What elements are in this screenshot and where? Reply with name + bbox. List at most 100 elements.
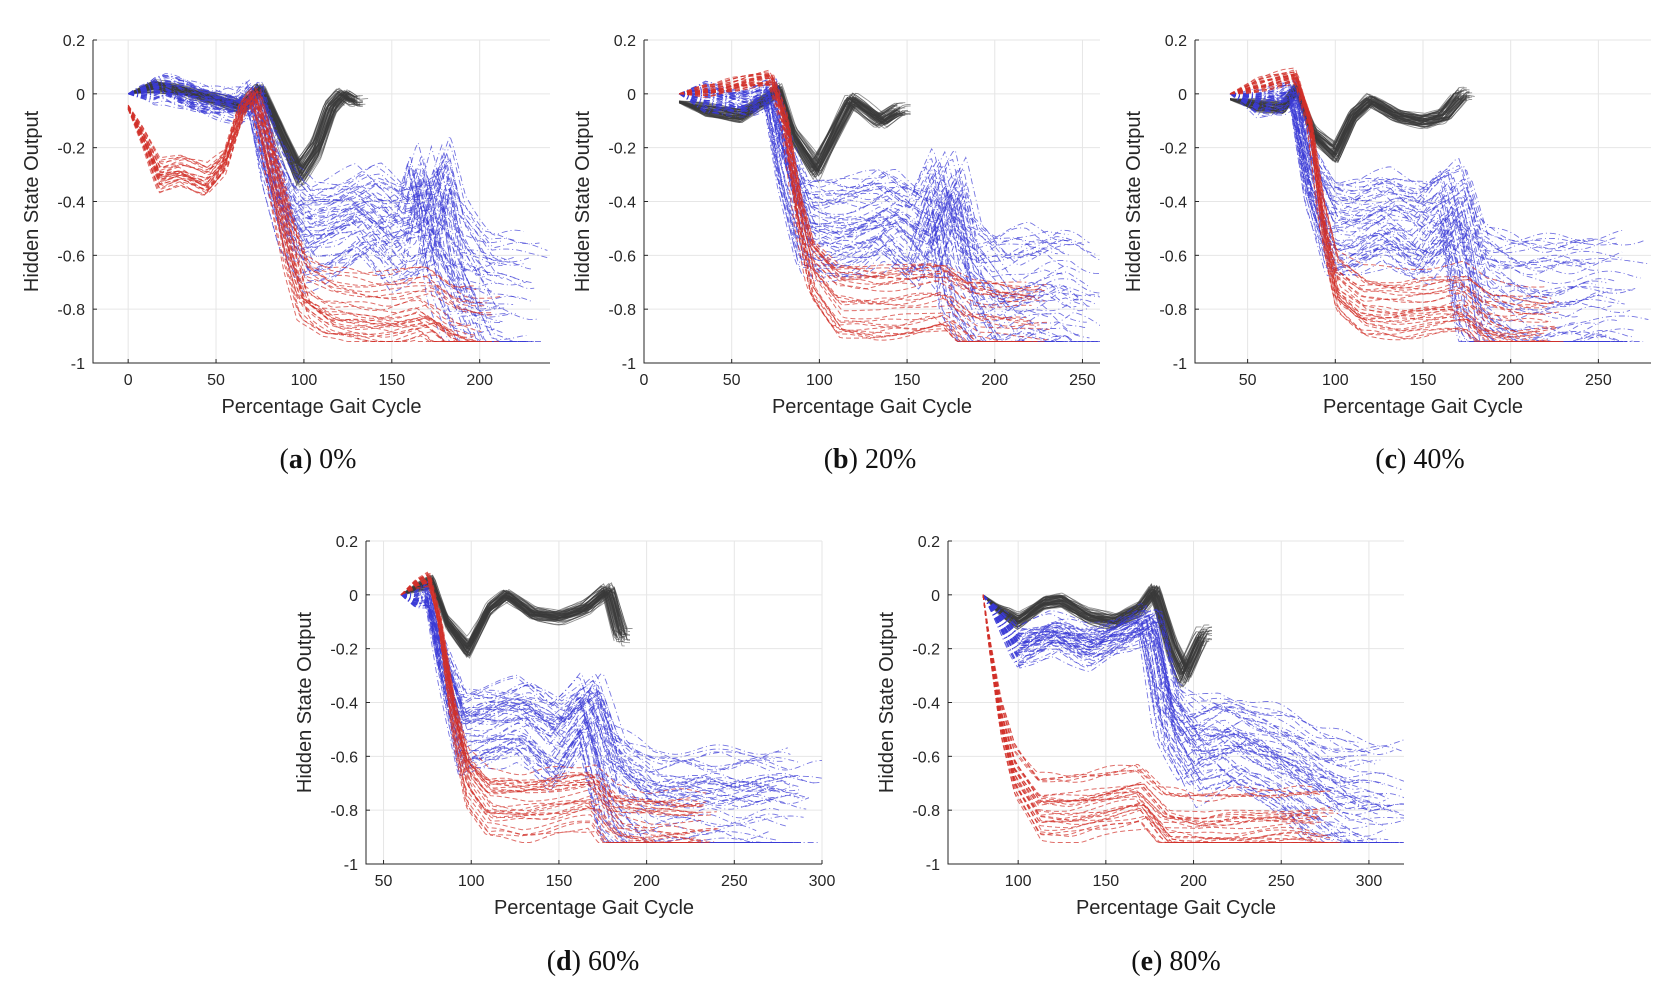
y-tick-label: -1 bbox=[622, 356, 636, 373]
x-tick-label: 200 bbox=[1497, 372, 1524, 389]
series-line-blue bbox=[401, 582, 775, 759]
series-line-blue bbox=[1229, 93, 1607, 296]
series-line-blue bbox=[982, 594, 1347, 781]
series-line-red bbox=[982, 594, 1318, 828]
series-line-red bbox=[127, 87, 492, 342]
series-line-blue bbox=[400, 594, 788, 755]
y-tick-label: 0.2 bbox=[336, 534, 358, 551]
series-line-blue bbox=[982, 594, 1386, 753]
series-line-blue bbox=[400, 594, 809, 805]
series-line-red bbox=[400, 577, 699, 814]
series-line-blue bbox=[1229, 93, 1588, 254]
series-line-blue bbox=[679, 86, 1079, 342]
series-line-blue bbox=[128, 91, 487, 278]
series-line-blue bbox=[982, 594, 1347, 837]
series-line-blue bbox=[678, 93, 1074, 342]
series-line-blue bbox=[1229, 93, 1599, 342]
x-tick-label: 200 bbox=[466, 372, 493, 389]
series-line-blue bbox=[1230, 86, 1617, 246]
series-line-blue bbox=[400, 594, 775, 788]
series-line-blue bbox=[128, 93, 530, 263]
series-line-red bbox=[679, 73, 1032, 342]
x-tick-label: 300 bbox=[809, 873, 836, 890]
series-line-red bbox=[1229, 74, 1549, 342]
series-line-blue bbox=[401, 583, 772, 843]
x-axis-label: Percentage Gait Cycle bbox=[772, 396, 972, 418]
caption-paren-open: ( bbox=[547, 946, 556, 977]
series-line-blue bbox=[982, 594, 1378, 799]
y-axis-label: Hidden State Output bbox=[876, 611, 898, 793]
y-tick-label: -1 bbox=[344, 857, 358, 874]
series-line-red bbox=[982, 594, 1333, 843]
y-tick-label: -0.2 bbox=[608, 141, 636, 158]
series-line-blue bbox=[400, 594, 791, 762]
series-line-blue bbox=[400, 594, 799, 803]
caption-paren-close: ) bbox=[303, 444, 319, 475]
series-line-blue bbox=[1229, 93, 1649, 330]
series-line-red bbox=[982, 594, 1331, 813]
chart-panel-e: 100 150 200 250 300 0.2 0 -0.2 -0.4 -0.6 -0.8 -1 Per… bbox=[876, 534, 1404, 977]
series-line-red bbox=[127, 99, 482, 342]
series-line-blue bbox=[982, 594, 1402, 790]
series-line-blue bbox=[400, 584, 775, 808]
series-line-blue bbox=[1229, 92, 1610, 342]
series-line-red bbox=[127, 103, 474, 342]
series-line-blue bbox=[400, 594, 786, 791]
series-line-blue bbox=[1229, 93, 1581, 322]
series-line-red bbox=[678, 74, 1040, 326]
series-line-blue bbox=[1229, 92, 1623, 308]
series-line-red bbox=[678, 72, 1030, 288]
series-group bbox=[400, 571, 822, 843]
series-line-blue bbox=[982, 594, 1404, 821]
series-line-black bbox=[128, 83, 348, 165]
series-line-blue bbox=[127, 85, 532, 342]
caption-letter: a bbox=[289, 444, 303, 475]
series-line-red bbox=[400, 581, 696, 816]
series-line-blue bbox=[982, 594, 1404, 843]
series-group bbox=[678, 69, 1100, 342]
caption-paren-open: ( bbox=[280, 444, 289, 475]
y-tick-label: -0.6 bbox=[1159, 248, 1187, 265]
x-tick-label: 150 bbox=[546, 873, 573, 890]
series-line-blue bbox=[1229, 93, 1586, 342]
y-axis-label: Hidden State Output bbox=[1123, 110, 1145, 292]
x-tick-label: 150 bbox=[894, 372, 921, 389]
caption-paren-close: ) bbox=[1153, 946, 1169, 977]
series-line-red bbox=[982, 594, 1326, 840]
series-line-blue bbox=[128, 86, 532, 302]
caption-letter: b bbox=[833, 444, 849, 475]
series-line-black bbox=[1229, 90, 1462, 162]
caption-letter: c bbox=[1385, 444, 1397, 475]
series-line-blue bbox=[128, 83, 524, 282]
y-axis-label: Hidden State Output bbox=[572, 110, 594, 292]
series-line-blue bbox=[1230, 83, 1588, 270]
x-axis-label: Percentage Gait Cycle bbox=[1076, 897, 1276, 919]
x-axis-label: Percentage Gait Cycle bbox=[221, 396, 421, 418]
series-line-blue bbox=[400, 592, 799, 788]
series-line-blue bbox=[400, 594, 760, 809]
series-line-blue bbox=[400, 594, 791, 770]
x-tick-label: 100 bbox=[1005, 873, 1032, 890]
series-line-blue bbox=[678, 93, 1064, 342]
series-line-blue bbox=[128, 74, 524, 236]
caption-value: 40% bbox=[1413, 444, 1464, 475]
series-line-red bbox=[982, 594, 1334, 819]
series-line-red bbox=[400, 582, 704, 808]
series-line-blue bbox=[982, 594, 1386, 805]
series-line-blue bbox=[400, 594, 799, 843]
y-tick-label: 0 bbox=[627, 87, 636, 104]
series-line-red bbox=[1230, 77, 1559, 334]
y-axis-label: Hidden State Output bbox=[21, 110, 43, 292]
series-line-red bbox=[400, 579, 704, 812]
series-line-blue bbox=[679, 91, 1082, 312]
series-line-blue bbox=[982, 594, 1360, 743]
series-line-blue bbox=[679, 89, 1085, 256]
x-tick-label: 100 bbox=[806, 372, 833, 389]
series-line-red bbox=[982, 594, 1339, 843]
series-line-blue bbox=[128, 91, 490, 274]
series-line-blue bbox=[982, 594, 1360, 783]
series-line-blue bbox=[1229, 91, 1596, 253]
y-tick-label: -0.4 bbox=[608, 195, 636, 212]
series-line-blue bbox=[678, 82, 1100, 342]
y-tick-label: -0.4 bbox=[1159, 195, 1187, 212]
